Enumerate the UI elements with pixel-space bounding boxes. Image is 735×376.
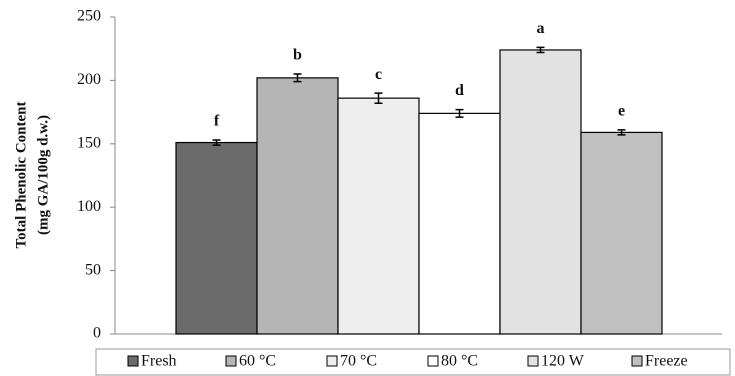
annotation: a [537, 20, 545, 37]
bar [175, 141, 258, 335]
y-tick-label: 250 [77, 8, 101, 25]
legend-label: 60 °C [239, 353, 276, 370]
legend-swatch [127, 355, 139, 367]
annotation: e [618, 103, 625, 120]
y-tick-label: 50 [85, 261, 101, 278]
error-bar [617, 129, 626, 136]
annotation: f [214, 113, 220, 130]
error-bar [212, 139, 221, 146]
legend-swatch [326, 355, 338, 367]
legend-label: Fresh [141, 353, 177, 370]
legend-label: 120 W [541, 353, 585, 370]
bar [256, 77, 339, 335]
y-axis-label: (mg GA/100g d.w.) [35, 115, 51, 235]
y-tick-label: 0 [93, 325, 101, 342]
annotation: c [375, 66, 382, 83]
legend-swatch [527, 355, 539, 367]
legend-swatch [225, 355, 237, 367]
legend-swatch [631, 355, 643, 367]
bar [418, 112, 501, 335]
bar [580, 131, 663, 335]
annotation: d [455, 82, 464, 99]
legend-label: 80 °C [441, 353, 478, 370]
error-bar [536, 46, 545, 54]
y-tick-label: 100 [77, 198, 101, 215]
bar [337, 97, 420, 335]
bar [499, 49, 582, 335]
legend-swatch [427, 355, 439, 367]
legend-label: Freeze [645, 353, 688, 370]
legend-box [95, 348, 731, 376]
error-bar [293, 73, 302, 83]
error-bar [455, 108, 464, 118]
y-tick-label: 200 [77, 71, 101, 88]
legend-label: 70 °C [340, 353, 377, 370]
y-tick-label: 150 [77, 134, 101, 151]
y-axis-label: Total Phenolic Content [13, 102, 29, 249]
error-bar [374, 92, 383, 104]
annotation: b [293, 47, 302, 64]
